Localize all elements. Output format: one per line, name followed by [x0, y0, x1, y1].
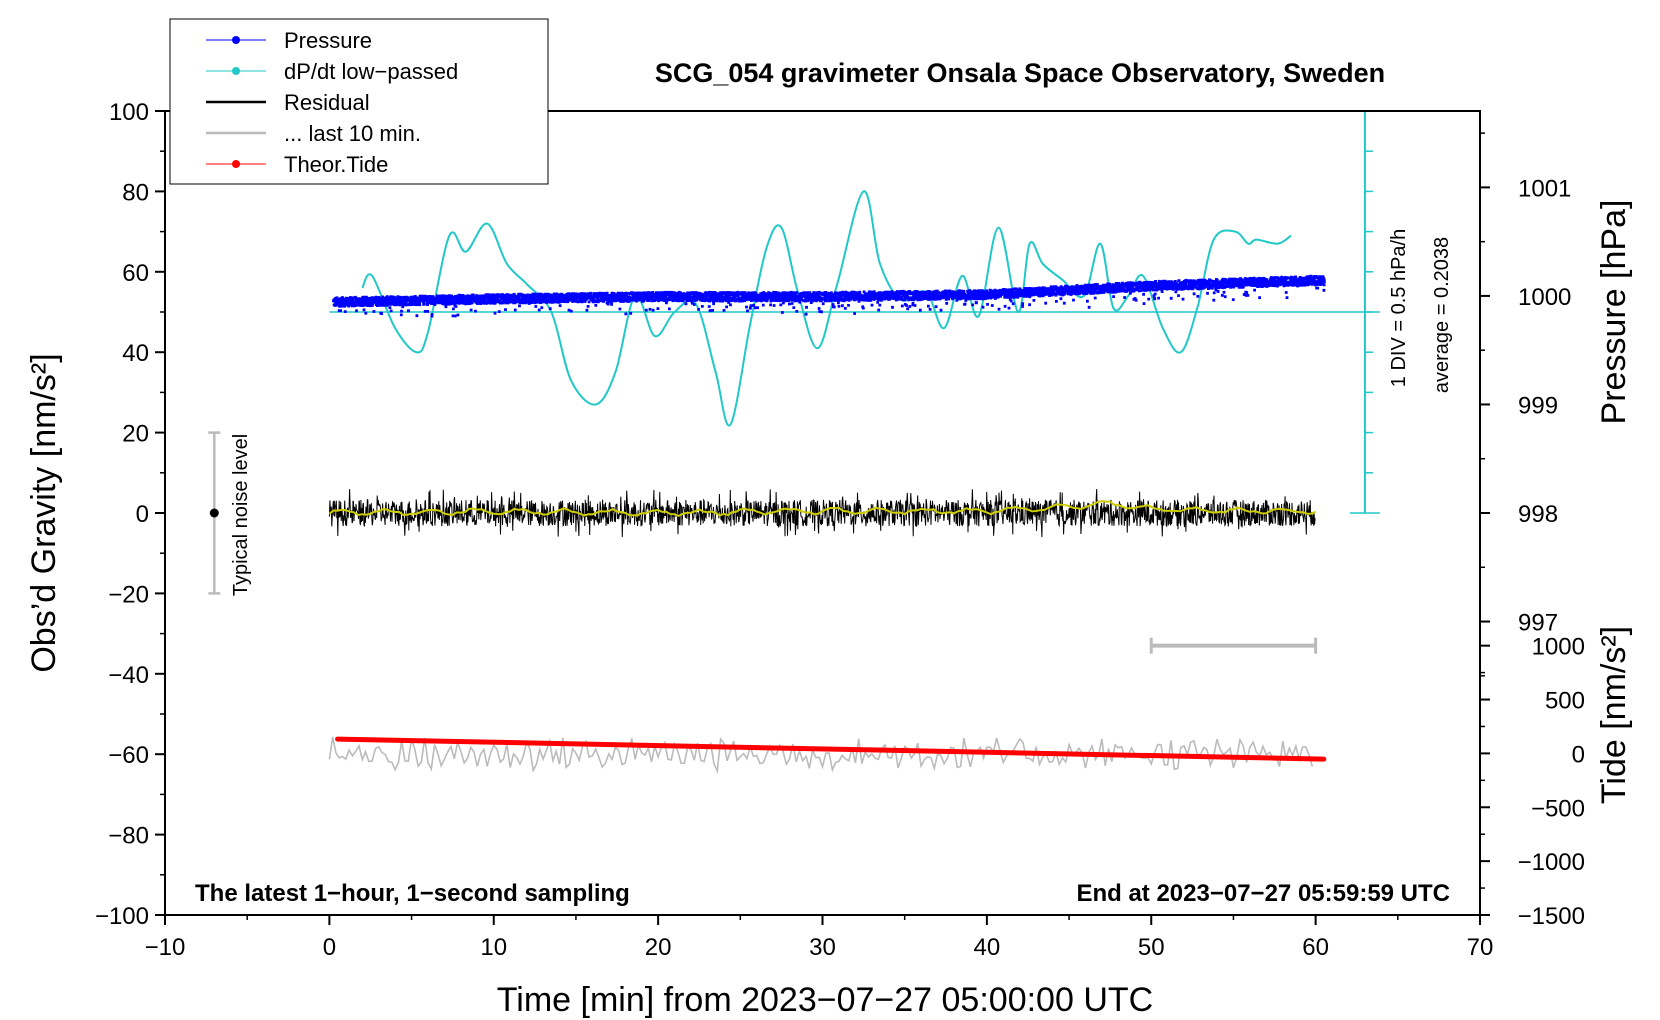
y-tick-label: −60: [108, 742, 149, 769]
chart-title: SCG_054 gravimeter Onsala Space Observat…: [655, 58, 1385, 88]
tide-tick-label: −1000: [1518, 849, 1585, 876]
y-tick-label: −40: [108, 662, 149, 689]
tide-tick-label: 1000: [1532, 634, 1585, 661]
legend-item: Pressure: [206, 28, 372, 53]
y-tick-label: 0: [136, 501, 149, 528]
legend-item: Residual: [206, 90, 370, 115]
pressure-tick-label: 1001: [1518, 175, 1571, 202]
y-tick-label: 40: [122, 340, 149, 367]
y-tick-label: 80: [122, 179, 149, 206]
axis-ticks: −10 0 10 20 30 40 50 60 70−100−80−60−40−20020406…: [95, 99, 1585, 961]
tide-line: [335, 736, 1327, 762]
legend-item: dP/dt low−passed: [206, 59, 458, 84]
pressure-tick-label: 1000: [1518, 284, 1571, 311]
legend-item: Theor.Tide: [206, 152, 388, 177]
x-tick-label: 0: [323, 934, 336, 961]
pressure-dots: [332, 274, 1326, 318]
legend-label: dP/dt low−passed: [284, 59, 458, 84]
x-tick-label: 30: [809, 934, 836, 961]
x-tick-label: −10: [145, 934, 186, 961]
footer-left: The latest 1−hour, 1−second sampling: [195, 880, 630, 907]
legend-label: Theor.Tide: [284, 152, 388, 177]
residual-line: [328, 488, 1316, 538]
y-axis-title-tide: Tide [nm/s²]: [1595, 626, 1633, 804]
legend-item: ... last 10 min.: [206, 121, 421, 146]
last-10-min-bar: [1149, 637, 1318, 654]
residual-series: [328, 488, 1316, 538]
y-tick-label: 20: [122, 421, 149, 448]
noise-level-label: Typical noise level: [230, 434, 252, 596]
y-axis-title-pressure: Pressure [hPa]: [1595, 200, 1633, 425]
legend: Pressure dP/dt low−passed Residual ... last…: [169, 18, 549, 185]
legend-swatch-dot: [232, 160, 240, 168]
legend-label: ... last 10 min.: [284, 121, 421, 146]
x-tick-label: 20: [645, 934, 672, 961]
tide-tick-label: −1500: [1518, 903, 1585, 930]
pressure-series: [332, 274, 1326, 318]
tide-tick-label: 500: [1545, 688, 1585, 715]
x-tick-label: 60: [1302, 934, 1329, 961]
pressure-tick-label: 999: [1518, 392, 1558, 419]
x-tick-label: 10: [480, 934, 507, 961]
tide-tick-label: −500: [1531, 795, 1585, 822]
y-tick-label: −20: [108, 581, 149, 608]
y-axis-title-left: Obs’d Gravity [nm/s²]: [25, 353, 63, 672]
last-10-min-line: [328, 736, 1314, 775]
legend-swatch-dot: [232, 67, 240, 75]
y-tick-label: 100: [109, 99, 149, 126]
noise-bar-center-dot: [209, 508, 219, 518]
theoretical-tide-series: [335, 736, 1327, 762]
dpdt-series: [361, 190, 1292, 427]
y-tick-label: 60: [122, 260, 149, 287]
typical-noise-level: [208, 431, 221, 595]
residual-smoothed-line: [328, 500, 1317, 518]
legend-label: Pressure: [284, 28, 372, 53]
last-10-min-series: [328, 736, 1314, 775]
pressure-average-label: average = 0.2038: [1431, 237, 1453, 393]
footer-right: End at 2023−07−27 05:59:59 UTC: [1076, 880, 1450, 907]
pressure-tick-label: 998: [1518, 501, 1558, 528]
legend-swatch-dot: [232, 36, 240, 44]
x-axis-title: Time [min] from 2023−07−27 05:00:00 UTC: [497, 981, 1153, 1019]
residual-smoothed-series: [328, 500, 1317, 518]
pressure-tick-label: 997: [1518, 610, 1558, 637]
y-tick-label: −100: [95, 903, 149, 930]
x-tick-label: 70: [1467, 934, 1494, 961]
x-tick-label: 40: [974, 934, 1001, 961]
x-tick-label: 50: [1138, 934, 1165, 961]
y-tick-label: −80: [108, 823, 149, 850]
legend-label: Residual: [284, 90, 370, 115]
pressure-div-label: 1 DIV = 0.5 hPa/h: [1388, 229, 1410, 387]
dpdt-curve: [361, 190, 1292, 427]
tide-tick-label: 0: [1572, 741, 1585, 768]
